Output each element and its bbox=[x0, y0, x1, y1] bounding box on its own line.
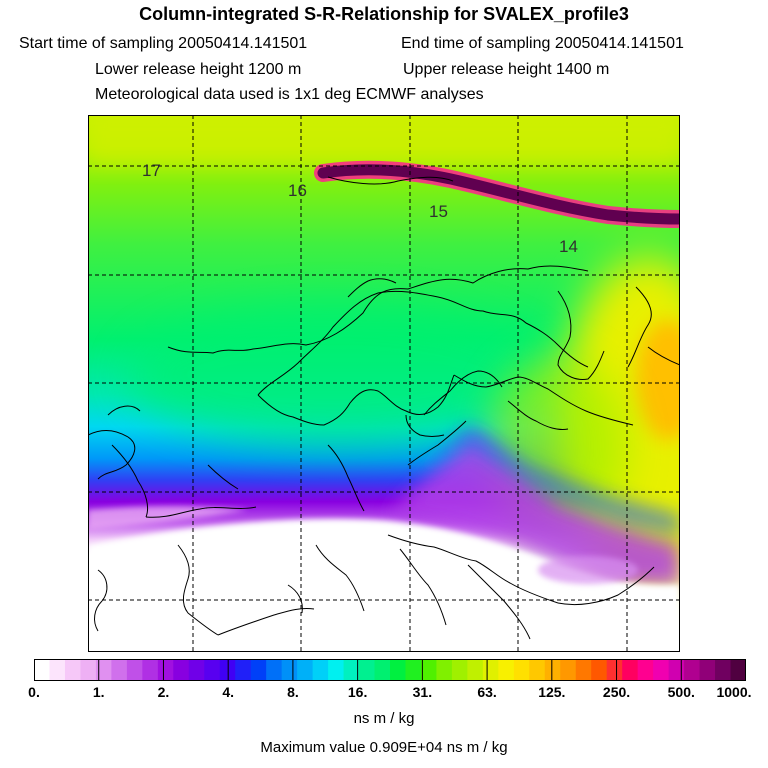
colorbar-swatch bbox=[436, 659, 453, 681]
trajectory-label-15: 15 bbox=[429, 202, 448, 221]
colorbar-tick-label: 0. bbox=[28, 684, 40, 700]
coastlines bbox=[88, 176, 680, 640]
colorbar-tick-label: 63. bbox=[477, 684, 497, 700]
colorbar-swatch bbox=[188, 659, 205, 681]
trajectory-label-16: 16 bbox=[288, 181, 307, 200]
colorbar-swatch bbox=[95, 659, 112, 681]
colorbar-swatch bbox=[80, 659, 97, 681]
field-purple-wedge bbox=[388, 433, 680, 585]
colorbar-swatch bbox=[374, 659, 391, 681]
colorbar-swatch bbox=[297, 659, 314, 681]
colorbar-swatch bbox=[157, 659, 174, 681]
colorbar-tick-label: 500. bbox=[667, 684, 695, 700]
colorbar-swatch bbox=[637, 659, 654, 681]
colorbar bbox=[33, 659, 747, 681]
colorbar-swatch bbox=[498, 659, 515, 681]
colorbar-swatch bbox=[142, 659, 159, 681]
field-clean-area bbox=[88, 518, 680, 652]
colorbar-swatch bbox=[622, 659, 639, 681]
colorbar-swatch bbox=[560, 659, 577, 681]
colorbar-swatch bbox=[513, 659, 530, 681]
colorbar-swatch bbox=[312, 659, 329, 681]
colorbar-swatch bbox=[405, 659, 422, 681]
colorbar-swatch bbox=[699, 659, 716, 681]
colorbar-frame bbox=[34, 659, 746, 681]
colorbar-swatch bbox=[34, 659, 51, 681]
colorbar-swatch bbox=[606, 659, 623, 681]
colorbar-swatch bbox=[126, 659, 143, 681]
colorbar-swatch bbox=[420, 659, 438, 681]
colorbar-swatch bbox=[529, 659, 546, 681]
colorbar-swatch bbox=[684, 659, 701, 681]
colorbar-swatch bbox=[467, 659, 484, 681]
field-blue-wedge bbox=[418, 425, 680, 535]
colorbar-swatch bbox=[266, 659, 283, 681]
grid-lines bbox=[88, 115, 680, 652]
colorbar-swatch bbox=[390, 659, 407, 681]
colorbar-swatch bbox=[653, 659, 670, 681]
colorbar-tick-label: 16. bbox=[347, 684, 368, 700]
colorbar-tick-label: 250. bbox=[602, 684, 631, 700]
field-east-orange bbox=[636, 320, 680, 440]
colorbar-tick-label: 2. bbox=[157, 684, 170, 700]
colorbar-swatch bbox=[715, 659, 732, 681]
colorbar-units: ns m / kg bbox=[353, 710, 415, 727]
field-pink-patch bbox=[88, 506, 248, 530]
lower-height-label: Lower release height 1200 m bbox=[95, 61, 302, 78]
colorbar-swatch bbox=[64, 659, 82, 681]
trajectory-plume-core bbox=[317, 164, 680, 225]
colorbar-swatch bbox=[111, 659, 128, 681]
map-title: Column-integrated S-R-Relationship for S… bbox=[139, 4, 629, 24]
field-pink-east bbox=[538, 556, 638, 584]
colorbar-swatch bbox=[250, 659, 267, 681]
colorbar-swatch bbox=[668, 659, 685, 681]
start-time-label: Start time of sampling 20050414.141501 bbox=[19, 35, 308, 52]
colorbar-swatch bbox=[235, 659, 252, 681]
colorbar-tick-label: 8. bbox=[287, 684, 299, 700]
met-data-label: Meteorological data used is 1x1 deg ECMW… bbox=[95, 86, 484, 103]
colorbar-swatch bbox=[451, 659, 468, 681]
colorbar-swatch bbox=[575, 659, 592, 681]
colorbar-tick-label: 1. bbox=[92, 684, 105, 700]
colorbar-swatch bbox=[204, 659, 221, 681]
colorbar-swatch bbox=[544, 659, 561, 681]
field-scandinavia-lobe bbox=[128, 305, 548, 445]
map-frame bbox=[88, 115, 680, 652]
colorbar-swatch bbox=[730, 659, 747, 681]
colorbar-swatch bbox=[591, 659, 608, 681]
colorbar-swatch bbox=[328, 659, 345, 681]
colorbar-swatch bbox=[281, 659, 298, 681]
colorbar-swatch bbox=[343, 659, 360, 681]
trajectory-label-14: 14 bbox=[559, 237, 578, 256]
colorbar-tick-label: 4. bbox=[222, 684, 235, 700]
colorbar-swatch bbox=[482, 659, 499, 681]
sensitivity-map: 17 16 15 14 bbox=[88, 115, 680, 652]
colorbar-swatch bbox=[49, 659, 66, 681]
maximum-value-label: Maximum value 0.909E+04 ns m / kg bbox=[260, 739, 508, 756]
field-top-band bbox=[88, 115, 680, 165]
colorbar-tick-label: 1000. bbox=[716, 684, 752, 700]
end-time-label: End time of sampling 20050414.141501 bbox=[401, 35, 684, 52]
colorbar-tick-label: 31. bbox=[412, 684, 433, 700]
colorbar-tick-label: 125. bbox=[538, 684, 566, 700]
colorbar-swatch bbox=[173, 659, 190, 681]
upper-height-label: Upper release height 1400 m bbox=[403, 61, 610, 78]
trajectory-label-17: 17 bbox=[142, 161, 161, 180]
colorbar-ticks: 0. 1. 2. 4. 8. 16. 31. 63. 125. 250. 500. 1000. bbox=[0, 684, 768, 704]
colorbar-swatch bbox=[359, 659, 376, 681]
